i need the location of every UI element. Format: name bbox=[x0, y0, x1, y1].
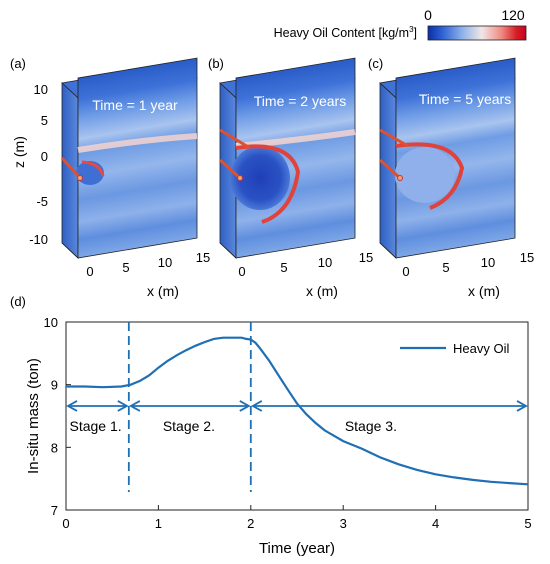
panel-a-id: (a) bbox=[10, 56, 26, 71]
panel-b-id: (b) bbox=[208, 56, 224, 71]
panel-c-x-tick: 10 bbox=[481, 255, 495, 270]
panel-c-well-top bbox=[379, 128, 409, 148]
panel-b-base-edge bbox=[219, 242, 237, 259]
panel-c-well-tip bbox=[397, 175, 403, 181]
panel-c-base-edge bbox=[379, 242, 397, 259]
panel-b: (b) Time = 2 years 0 5 10 15 x (m) bbox=[208, 56, 373, 299]
panel-d-id: (d) bbox=[10, 294, 26, 309]
panel-b-x-tick: 10 bbox=[318, 255, 332, 270]
stage-arrowhead bbox=[516, 400, 528, 412]
x-tick-label: 0 bbox=[62, 516, 69, 531]
series-line-heavy-oil bbox=[66, 336, 529, 486]
x-tick-label: 1 bbox=[155, 516, 162, 531]
panel-a-front-face bbox=[77, 57, 198, 259]
panel-c-plume-rim bbox=[395, 142, 465, 210]
y-ticks: 7 8 9 10 bbox=[44, 315, 71, 518]
x-tick-label: 3 bbox=[340, 516, 347, 531]
panel-c-time-label: Time = 5 years bbox=[419, 91, 511, 107]
colorbar-min-label: 0 bbox=[424, 7, 432, 23]
stage-arrowhead bbox=[239, 400, 251, 412]
panel-a-z-tick: 0 bbox=[41, 149, 48, 164]
panel-a-well bbox=[60, 156, 82, 180]
stage-arrowhead bbox=[128, 400, 141, 412]
x-tick-label: 2 bbox=[247, 516, 254, 531]
panel-c-id: (c) bbox=[368, 56, 383, 71]
panel-a-z-axis-label: z (m) bbox=[11, 136, 27, 168]
stage-label: Stage 3. bbox=[345, 418, 397, 434]
panel-a-light-band bbox=[77, 133, 198, 153]
mass-chart: (d) 0 1 2 3 4 5 7 8 9 10 Stage 1. Stage 2. Stage 3… bbox=[10, 294, 532, 557]
panel-a-well-tip bbox=[77, 175, 83, 181]
colorbar-label: Heavy Oil Content [kg/m3] bbox=[274, 25, 417, 40]
panel-c-plume bbox=[395, 147, 455, 203]
panel-c: (c) Time = 5 years 0 5 10 15 x (m) bbox=[368, 56, 534, 299]
panel-a-time-label: Time = 1 year bbox=[92, 97, 178, 113]
panel-c-well bbox=[378, 158, 402, 180]
panel-a-z-tick: 10 bbox=[34, 82, 48, 97]
panel-b-well bbox=[218, 158, 242, 180]
panel-b-x-tick: 5 bbox=[280, 260, 287, 275]
panel-a-z-tick: 5 bbox=[41, 113, 48, 128]
legend: Heavy Oil bbox=[400, 341, 509, 356]
colorbar-gradient bbox=[427, 25, 527, 41]
stage-markers: Stage 1. Stage 2. Stage 3. bbox=[66, 322, 528, 492]
x-tick-label: 5 bbox=[524, 516, 531, 531]
panel-c-x-tick: 0 bbox=[402, 264, 409, 279]
y-tick-label: 9 bbox=[51, 378, 58, 393]
panel-b-well-tip bbox=[237, 175, 243, 181]
panel-a-x-tick: 5 bbox=[122, 260, 129, 275]
panel-b-time-label: Time = 2 years bbox=[254, 93, 346, 109]
panel-b-plume-rim bbox=[235, 144, 301, 224]
y-axis-label: In-situ mass (ton) bbox=[25, 358, 42, 474]
panel-c-x-tick: 5 bbox=[442, 260, 449, 275]
x-axis-label: Time (year) bbox=[259, 540, 335, 557]
plot-frame bbox=[65, 321, 529, 511]
stage-arrowhead bbox=[250, 400, 263, 412]
colorbar-max-label: 120 bbox=[501, 7, 525, 23]
panel-b-x-axis-label: x (m) bbox=[306, 283, 338, 299]
y-tick-label: 8 bbox=[51, 440, 58, 455]
colorbar: Heavy Oil Content [kg/m3] 0 120 bbox=[274, 7, 527, 41]
panel-a-z-tick: -5 bbox=[36, 194, 48, 209]
y-tick-label: 10 bbox=[44, 315, 58, 330]
panel-b-plume bbox=[230, 146, 290, 210]
panel-a-x-tick: 0 bbox=[86, 264, 93, 279]
panel-b-x-tick: 0 bbox=[238, 264, 245, 279]
stage-label: Stage 1. bbox=[69, 418, 121, 434]
x-ticks: 0 1 2 3 4 5 bbox=[62, 505, 532, 531]
panel-a-plume-rim bbox=[81, 160, 105, 177]
panel-a-x-tick: 10 bbox=[158, 255, 172, 270]
panel-a-z-tick: -10 bbox=[29, 232, 48, 247]
stage-arrowhead bbox=[66, 400, 78, 412]
panel-a: (a) Time = 1 year z (m) 10 5 0 -5 -10 0 … bbox=[10, 56, 210, 299]
panel-c-x-axis-label: x (m) bbox=[468, 283, 500, 299]
panel-c-x-tick: 15 bbox=[520, 250, 534, 265]
panel-b-x-tick: 15 bbox=[359, 250, 373, 265]
stage-arrowhead bbox=[117, 400, 129, 412]
panel-a-x-axis-label: x (m) bbox=[147, 283, 179, 299]
panel-a-x-tick: 15 bbox=[196, 250, 210, 265]
y-tick-label: 7 bbox=[51, 503, 58, 518]
stage-label: Stage 2. bbox=[163, 418, 215, 434]
panel-b-well-top bbox=[219, 128, 251, 150]
panel-a-base-edge bbox=[61, 242, 79, 259]
legend-label-heavy-oil: Heavy Oil bbox=[453, 341, 509, 356]
x-tick-label: 4 bbox=[432, 516, 439, 531]
panel-a-side-face bbox=[61, 82, 79, 259]
